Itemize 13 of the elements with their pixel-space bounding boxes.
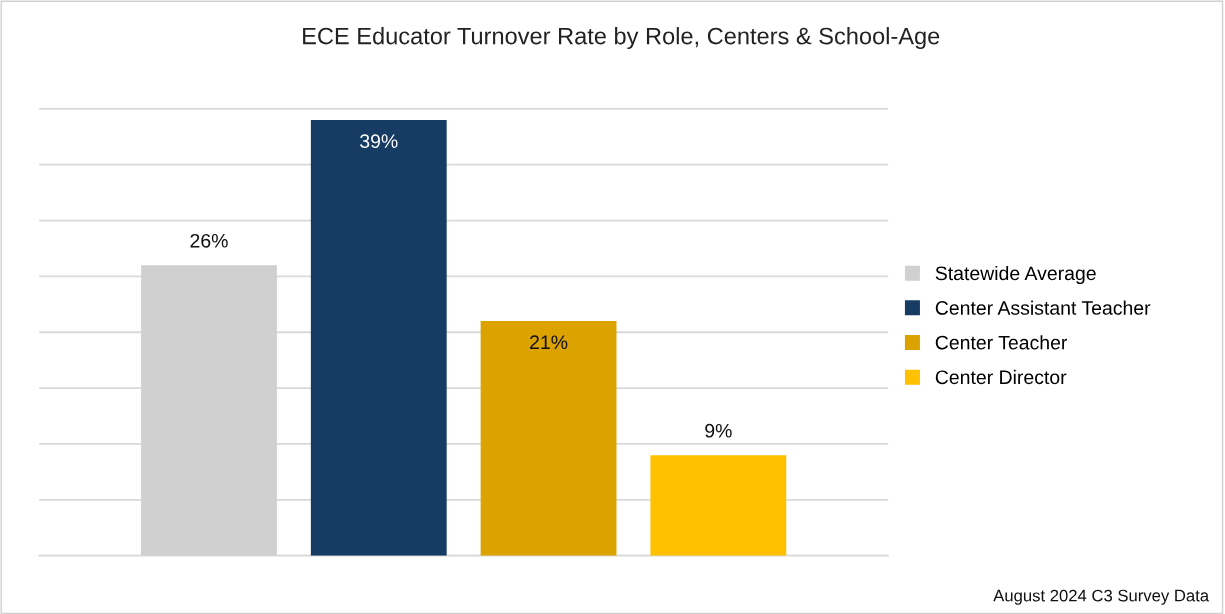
bar (480, 321, 617, 556)
data-label: 26% (190, 233, 228, 248)
bar (650, 455, 787, 556)
chart-title: ECE Educator Turnover Rate by Role, Centers & School-Age (303, 27, 940, 50)
data-label: 9% (705, 423, 732, 438)
data-label: 21% (530, 335, 568, 350)
bar (310, 120, 447, 556)
text: August 2024 C3 Survey Data (993, 589, 1210, 605)
legend-label: Center Assistant Teacher (935, 300, 1151, 315)
legend-label: Center Director (935, 369, 1067, 385)
legend-label: Center Teacher (935, 335, 1068, 350)
legend-label: Statewide Average (935, 265, 1096, 285)
data-label: 39% (360, 134, 398, 149)
